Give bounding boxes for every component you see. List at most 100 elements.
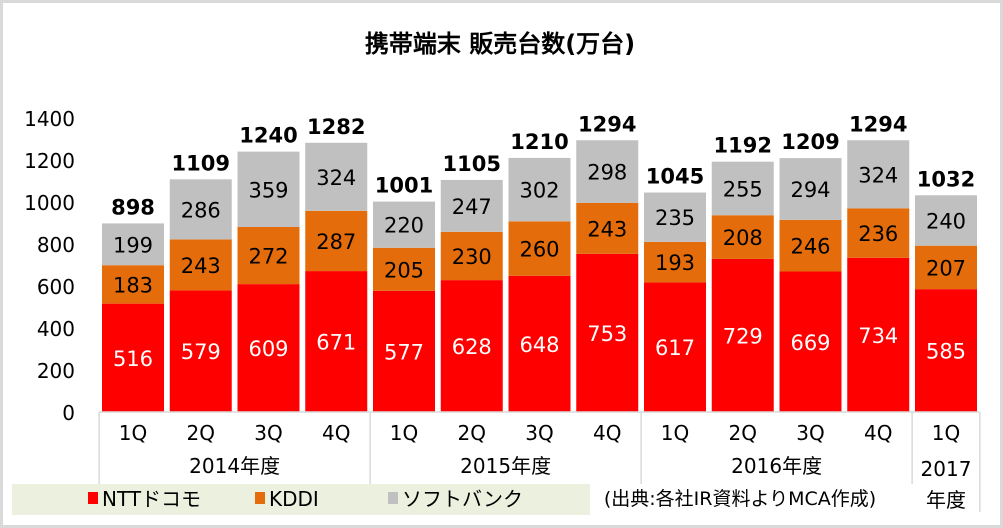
source-note: (出典:各社IR資料よりMCA作成) bbox=[604, 488, 876, 510]
y-tick-label: 1000 bbox=[24, 191, 75, 215]
bar-segment bbox=[305, 142, 368, 211]
bar-segment bbox=[779, 158, 842, 220]
total-label: 1210 bbox=[510, 130, 568, 154]
x-tick-label: 3Q bbox=[254, 421, 282, 445]
data-label: 243 bbox=[587, 217, 627, 241]
data-label: 287 bbox=[316, 230, 356, 254]
bar-segment bbox=[305, 271, 368, 412]
y-tick-label: 200 bbox=[37, 359, 75, 383]
data-label: 247 bbox=[452, 195, 492, 219]
x-tick-label: 4Q bbox=[864, 421, 892, 445]
bar-segment bbox=[915, 245, 977, 290]
data-label: 516 bbox=[113, 347, 153, 371]
data-label: 617 bbox=[655, 336, 695, 360]
bar-segment bbox=[779, 271, 842, 412]
data-label: 183 bbox=[113, 273, 153, 297]
total-label: 1001 bbox=[375, 174, 433, 198]
bar-segment bbox=[644, 282, 706, 412]
bar-segment bbox=[102, 223, 164, 266]
data-label: 648 bbox=[519, 333, 559, 357]
x-axis: 1Q 2Q 3Q 4Q 1Q 2Q 3Q 4Q 1Q 2Q 3Q 4Q 1Q 2014年度 2015年度 20… bbox=[98, 411, 981, 512]
data-label: 235 bbox=[655, 206, 695, 230]
bar-segment bbox=[237, 284, 300, 412]
bar-segment bbox=[847, 257, 910, 412]
data-label: 243 bbox=[181, 254, 221, 278]
bars: 516 183 199 898 579 243 286 1109 609 272 359 1240 67… bbox=[102, 112, 977, 412]
data-label: 298 bbox=[587, 161, 627, 185]
y-tick-label: 400 bbox=[37, 317, 75, 341]
bar-segment bbox=[373, 247, 435, 291]
data-label: 240 bbox=[926, 209, 966, 233]
data-label: 324 bbox=[858, 163, 898, 187]
bar-segment bbox=[576, 140, 639, 203]
data-label: 272 bbox=[248, 245, 288, 269]
y-tick-label: 1200 bbox=[24, 149, 75, 173]
x-tick-label: 2Q bbox=[729, 421, 757, 445]
y-tick-label: 1400 bbox=[24, 107, 75, 131]
legend-background bbox=[12, 484, 590, 515]
data-label: 246 bbox=[790, 235, 830, 259]
x-tick-label: 1Q bbox=[119, 421, 147, 445]
bar-segment bbox=[779, 219, 842, 272]
bar-segment bbox=[305, 210, 368, 272]
data-label: 260 bbox=[519, 238, 559, 262]
bar-segment bbox=[576, 202, 639, 254]
x-tick-label: 4Q bbox=[322, 421, 350, 445]
data-label: 208 bbox=[723, 226, 763, 250]
total-label: 1282 bbox=[307, 115, 365, 139]
x-tick-label: 3Q bbox=[525, 421, 553, 445]
bar-segment bbox=[508, 221, 571, 276]
data-label: 236 bbox=[858, 222, 898, 246]
bar-segment bbox=[373, 201, 435, 248]
bar-segment bbox=[440, 179, 503, 232]
legend-swatch bbox=[255, 492, 265, 504]
data-label: 734 bbox=[858, 324, 898, 348]
total-label: 1240 bbox=[239, 124, 297, 148]
legend-swatch bbox=[88, 492, 98, 504]
total-label: 1209 bbox=[781, 130, 839, 154]
bar-segment bbox=[847, 140, 910, 209]
legend: NTTドコモ KDDI ソフトバンク bbox=[12, 484, 590, 515]
bar-segment bbox=[169, 290, 232, 412]
x-tick-label: 1Q bbox=[661, 421, 689, 445]
x-tick-label: 3Q bbox=[796, 421, 824, 445]
legend-label: NTTドコモ bbox=[102, 487, 201, 511]
data-label: 199 bbox=[113, 233, 153, 257]
data-label: 579 bbox=[181, 340, 221, 364]
data-label: 628 bbox=[452, 335, 492, 359]
legend-label: ソフトバンク bbox=[402, 487, 523, 511]
bar-segment bbox=[237, 226, 300, 285]
x-tick-label: 1Q bbox=[932, 421, 960, 445]
data-label: 294 bbox=[790, 178, 830, 202]
x-tick-label: 2Q bbox=[187, 421, 215, 445]
data-label: 220 bbox=[384, 214, 424, 238]
total-label: 1294 bbox=[849, 112, 907, 136]
data-label: 585 bbox=[926, 340, 966, 364]
y-tick-label: 0 bbox=[62, 401, 75, 425]
bar-segment bbox=[644, 241, 706, 283]
bar-segment bbox=[847, 208, 910, 258]
data-label: 324 bbox=[316, 166, 356, 190]
bar-segment bbox=[508, 157, 571, 222]
x-tick-label: 1Q bbox=[390, 421, 418, 445]
total-label: 1192 bbox=[714, 134, 772, 158]
data-label: 286 bbox=[181, 198, 221, 222]
data-label: 729 bbox=[723, 324, 763, 348]
data-label: 207 bbox=[926, 256, 966, 280]
y-tick-label: 600 bbox=[37, 275, 75, 299]
data-label: 230 bbox=[452, 245, 492, 269]
data-label: 753 bbox=[587, 322, 627, 346]
y-tick-label: 800 bbox=[37, 233, 75, 257]
total-label: 1109 bbox=[172, 151, 230, 175]
bar-segment bbox=[711, 215, 774, 259]
x-tick-label: 2Q bbox=[458, 421, 486, 445]
data-label: 671 bbox=[316, 331, 356, 355]
data-label: 577 bbox=[384, 340, 424, 364]
data-label: 193 bbox=[655, 251, 695, 275]
data-label: 669 bbox=[790, 331, 830, 355]
total-label: 898 bbox=[111, 195, 155, 219]
bar-segment bbox=[508, 275, 571, 412]
total-label: 1294 bbox=[578, 112, 636, 136]
data-label: 205 bbox=[384, 258, 424, 282]
